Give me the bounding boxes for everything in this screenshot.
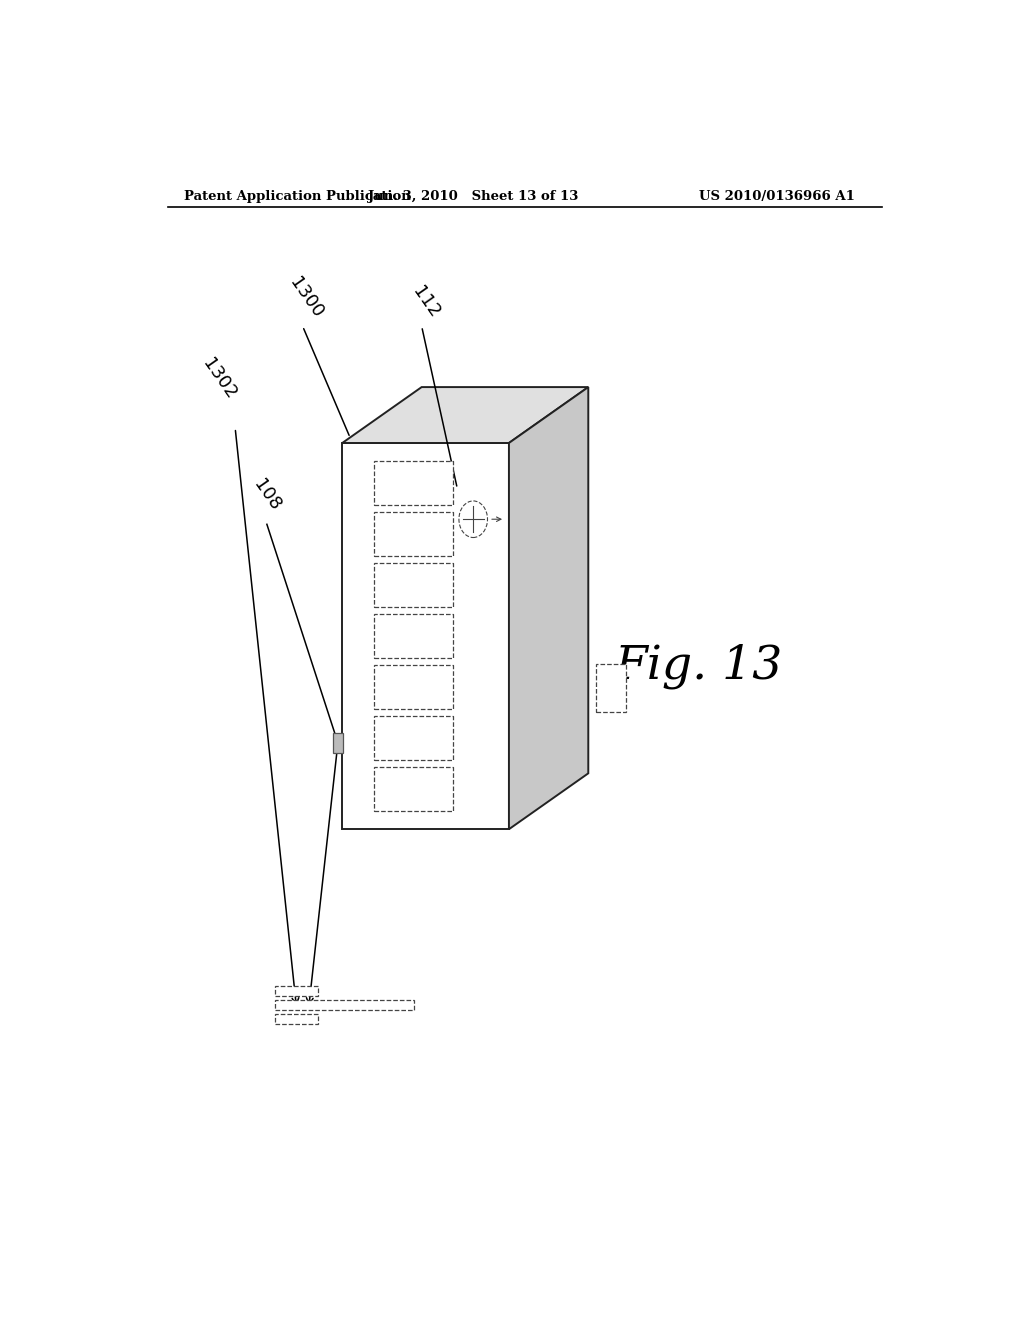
Bar (333, 733, 343, 752)
Text: 1300: 1300 (286, 273, 327, 321)
Bar (274, 1001, 414, 1010)
Bar (342, 444, 509, 829)
Polygon shape (509, 387, 588, 829)
Circle shape (459, 500, 487, 537)
Bar (374, 665, 454, 709)
Bar (274, 1014, 318, 1024)
Polygon shape (342, 387, 588, 444)
Bar (374, 767, 454, 810)
Text: Jun. 3, 2010   Sheet 13 of 13: Jun. 3, 2010 Sheet 13 of 13 (368, 190, 579, 202)
Bar (374, 461, 454, 506)
Text: US 2010/0136966 A1: US 2010/0136966 A1 (699, 190, 855, 202)
Text: Fig. 13: Fig. 13 (615, 644, 783, 689)
Text: 112: 112 (409, 282, 442, 321)
Bar (374, 512, 454, 556)
Text: 1302: 1302 (199, 355, 240, 403)
Bar (374, 717, 454, 760)
Bar (596, 664, 627, 713)
Bar (274, 986, 318, 995)
Text: Patent Application Publication: Patent Application Publication (183, 190, 411, 202)
Bar (374, 564, 454, 607)
Bar (374, 614, 454, 657)
Text: 108: 108 (250, 477, 284, 515)
